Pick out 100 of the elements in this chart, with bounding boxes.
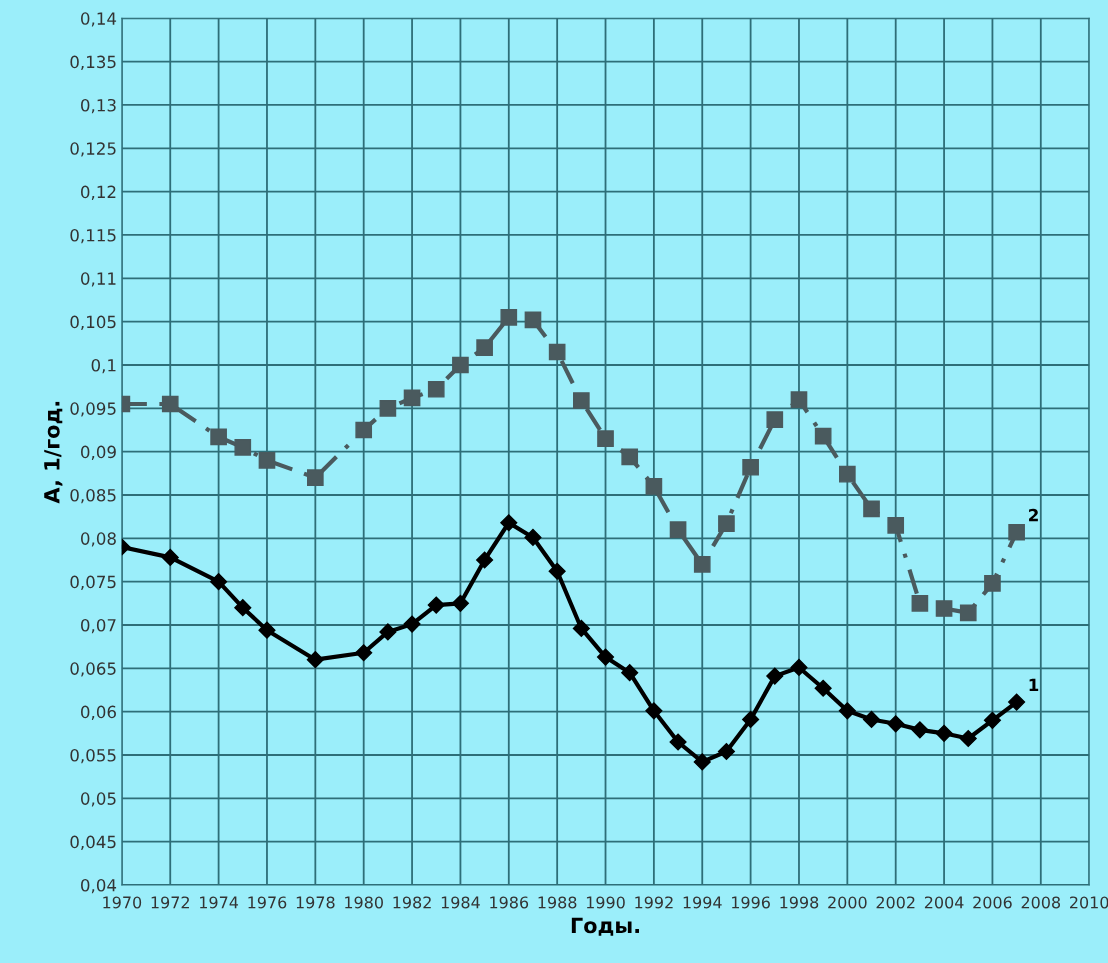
point: [984, 575, 1001, 592]
point: [645, 702, 663, 720]
x-tick-label: 1972: [151, 896, 189, 909]
point: [524, 528, 542, 547]
y-tick-label: 0,09: [81, 445, 116, 460]
point: [621, 448, 639, 466]
x-tick-label: 1994: [683, 896, 722, 909]
x-tick-label: 1998: [780, 896, 819, 909]
point: [935, 600, 953, 617]
y-tick-label: 0,075: [70, 575, 116, 590]
point: [911, 594, 929, 612]
point: [693, 555, 711, 573]
point: [210, 573, 228, 591]
point: [427, 596, 445, 614]
point: [693, 753, 711, 771]
point: [476, 551, 494, 569]
x-tick-label: 2008: [1021, 896, 1061, 909]
point: [596, 648, 615, 666]
x-tick-label: 1980: [345, 896, 383, 909]
point: [766, 411, 784, 428]
point: [863, 500, 880, 518]
point: [379, 623, 397, 641]
point: [234, 438, 252, 456]
x-tick-label: 2006: [973, 896, 1012, 909]
point: [742, 710, 760, 729]
point: [718, 515, 735, 532]
x-tick-label: 1996: [732, 896, 770, 909]
point: [887, 516, 905, 534]
point: [887, 715, 905, 733]
x-tick-label: 1992: [635, 896, 673, 909]
y-tick-label: 0,105: [70, 315, 116, 330]
y-tick-label: 0,12: [81, 185, 116, 200]
point: [983, 711, 1001, 729]
annotation: 2: [1029, 508, 1038, 522]
x-tick-label: 1976: [248, 896, 287, 909]
point: [476, 339, 493, 356]
point: [306, 651, 324, 669]
point: [451, 594, 469, 612]
y-tick-label: 0,11: [81, 272, 116, 287]
y-axis-title: A, 1/год.: [44, 401, 63, 504]
point: [790, 391, 808, 408]
point: [573, 392, 590, 409]
x-tick-label: 1984: [441, 896, 480, 909]
x-tick-label: 2000: [828, 896, 867, 909]
y-tick-label: 0,08: [81, 532, 116, 547]
point: [355, 644, 373, 662]
y-tick-label: 0,14: [81, 12, 117, 27]
point: [645, 477, 663, 495]
y-tick-label: 0,065: [70, 662, 116, 677]
point: [500, 514, 518, 532]
y-tick-label: 0,115: [70, 228, 116, 244]
y-tick-label: 0,06: [81, 705, 116, 720]
point: [210, 428, 227, 446]
point: [766, 667, 784, 685]
point: [427, 380, 445, 398]
y-tick-label: 0,085: [70, 488, 116, 504]
point: [839, 465, 856, 483]
point: [161, 548, 179, 566]
y-tick-label: 0,05: [81, 792, 116, 807]
y-tick-label: 0,055: [70, 748, 116, 764]
point: [307, 469, 324, 486]
point: [862, 710, 881, 729]
point: [742, 458, 759, 476]
x-tick-label: 2002: [876, 896, 915, 909]
x-tick-label: 1990: [586, 896, 625, 909]
point: [234, 599, 252, 617]
point: [161, 395, 179, 413]
point: [403, 389, 421, 407]
annotation: 1: [1029, 678, 1039, 692]
point: [959, 729, 977, 748]
point: [403, 615, 421, 633]
x-tick-label: 1974: [200, 896, 239, 909]
point: [572, 619, 590, 638]
point: [838, 702, 856, 720]
x-tick-label: 1986: [490, 896, 529, 909]
point: [1008, 523, 1025, 541]
point: [790, 658, 808, 677]
point: [258, 451, 276, 469]
y-tick-label: 0,045: [70, 835, 116, 850]
x-axis-title: Годы.: [571, 917, 639, 936]
x-tick-label: 2010: [1070, 896, 1108, 909]
point: [1008, 693, 1026, 711]
point: [814, 427, 832, 445]
point: [669, 521, 687, 538]
y-tick-label: 0,095: [70, 402, 116, 417]
point: [814, 679, 832, 697]
point: [258, 621, 276, 639]
point: [597, 430, 614, 447]
point: [717, 742, 735, 761]
point: [548, 343, 566, 361]
y-tick-label: 0,07: [81, 618, 116, 634]
point: [355, 421, 373, 439]
x-tick-label: 1970: [103, 896, 142, 909]
y-tick-label: 0,135: [70, 55, 116, 70]
point: [911, 721, 929, 739]
point: [500, 308, 518, 326]
x-tick-label: 1982: [393, 896, 431, 909]
y-tick-label: 0,1: [91, 358, 116, 374]
x-tick-label: 1988: [538, 896, 577, 909]
point: [935, 724, 953, 742]
